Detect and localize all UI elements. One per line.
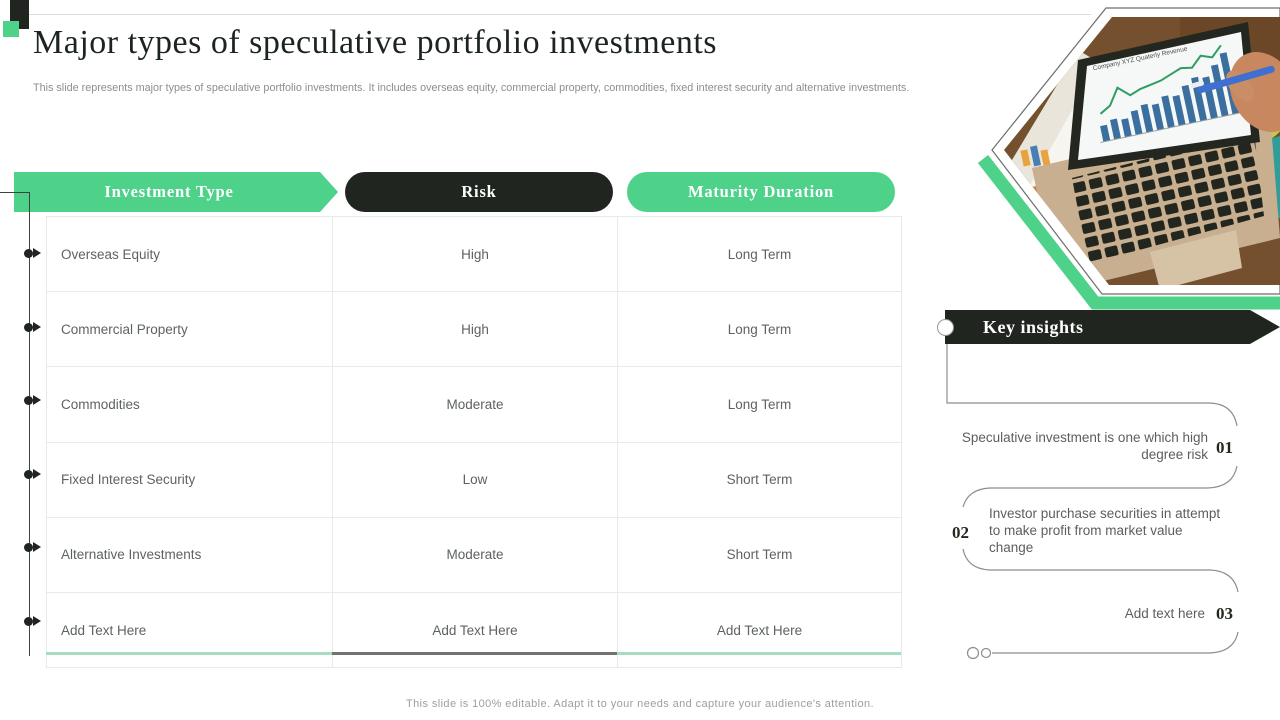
header-maturity-duration-label: Maturity Duration	[687, 182, 835, 201]
table-bottom-accent-green	[46, 652, 332, 655]
cell-risk: High	[332, 215, 618, 293]
cell-maturity: Long Term	[617, 291, 902, 368]
insight-number-1: 01	[1216, 438, 1233, 457]
cell-maturity: Short Term	[617, 516, 902, 593]
cell-risk: High	[332, 291, 618, 368]
table-row: Commodities Moderate Long Term	[46, 366, 902, 443]
insight-number-2: 02	[952, 523, 969, 542]
cell-maturity-placeholder: Add Text Here	[617, 591, 902, 669]
rail-vertical-line	[29, 192, 30, 656]
cell-risk: Moderate	[332, 366, 618, 443]
page-subtitle: This slide represents major types of spe…	[33, 82, 910, 94]
page-title: Major types of speculative portfolio inv…	[33, 24, 718, 61]
top-divider-line	[29, 14, 1091, 15]
row-bullet-icon	[24, 469, 41, 479]
header-investment-type-label: Investment Type	[104, 182, 234, 201]
row-bullet-icon	[24, 542, 41, 552]
insight-number-3: 03	[1216, 604, 1233, 623]
row-bullet-icon	[24, 322, 41, 332]
footer-note: This slide is 100% editable. Adapt it to…	[406, 698, 874, 710]
insight-text-1: Speculative investment is one which high…	[961, 430, 1208, 462]
cell-maturity: Long Term	[617, 215, 902, 293]
header-risk-label: Risk	[461, 182, 497, 201]
investments-table: Overseas Equity High Long Term Commercia…	[46, 215, 902, 669]
cell-risk-placeholder: Add Text Here	[332, 591, 618, 669]
key-insights-banner: Key insights	[945, 310, 1280, 344]
rail-horizontal-line	[0, 192, 30, 193]
table-bottom-accent-green	[617, 652, 901, 655]
header-maturity-duration: Maturity Duration	[627, 172, 895, 212]
photo-content: Company XYZ Quaterly Revenue	[1004, 17, 1280, 285]
table-row: Fixed Interest Security Low Short Term	[46, 441, 902, 518]
banner-dot-icon	[937, 319, 954, 336]
row-bullet-icon	[24, 248, 41, 258]
table-bottom-accent-dark	[332, 652, 617, 655]
insight-text-2: Investor purchase securities in attempt …	[989, 506, 1221, 555]
cell-investment-type: Overseas Equity	[46, 215, 333, 293]
table-row: Alternative Investments Moderate Short T…	[46, 516, 902, 593]
cell-risk: Low	[332, 441, 618, 518]
cell-investment-type: Fixed Interest Security	[46, 441, 333, 518]
corner-green-square	[3, 21, 19, 37]
insight-text-3: Add text here	[1124, 606, 1205, 621]
cell-maturity: Long Term	[617, 366, 902, 443]
cell-investment-type-placeholder: Add Text Here	[46, 591, 333, 669]
hexagon-green-ribbon	[977, 155, 1280, 310]
cell-investment-type: Alternative Investments	[46, 516, 333, 593]
cell-investment-type: Commodities	[46, 366, 333, 443]
row-bullet-icon	[24, 616, 41, 626]
key-insights-heading: Key insights	[983, 316, 1084, 337]
header-investment-type: Investment Type	[14, 172, 338, 212]
table-row: Commercial Property High Long Term	[46, 291, 902, 368]
cell-risk: Moderate	[332, 516, 618, 593]
cell-maturity: Short Term	[617, 441, 902, 518]
table-row: Add Text Here Add Text Here Add Text Her…	[46, 591, 902, 669]
cell-investment-type: Commercial Property	[46, 291, 333, 368]
row-bullet-icon	[24, 395, 41, 405]
header-risk: Risk	[345, 172, 613, 212]
hexagon-photo: Company XYZ Quaterly Revenue	[977, 7, 1280, 310]
table-row: Overseas Equity High Long Term	[46, 215, 902, 293]
insights-connector-lines	[946, 344, 1239, 660]
